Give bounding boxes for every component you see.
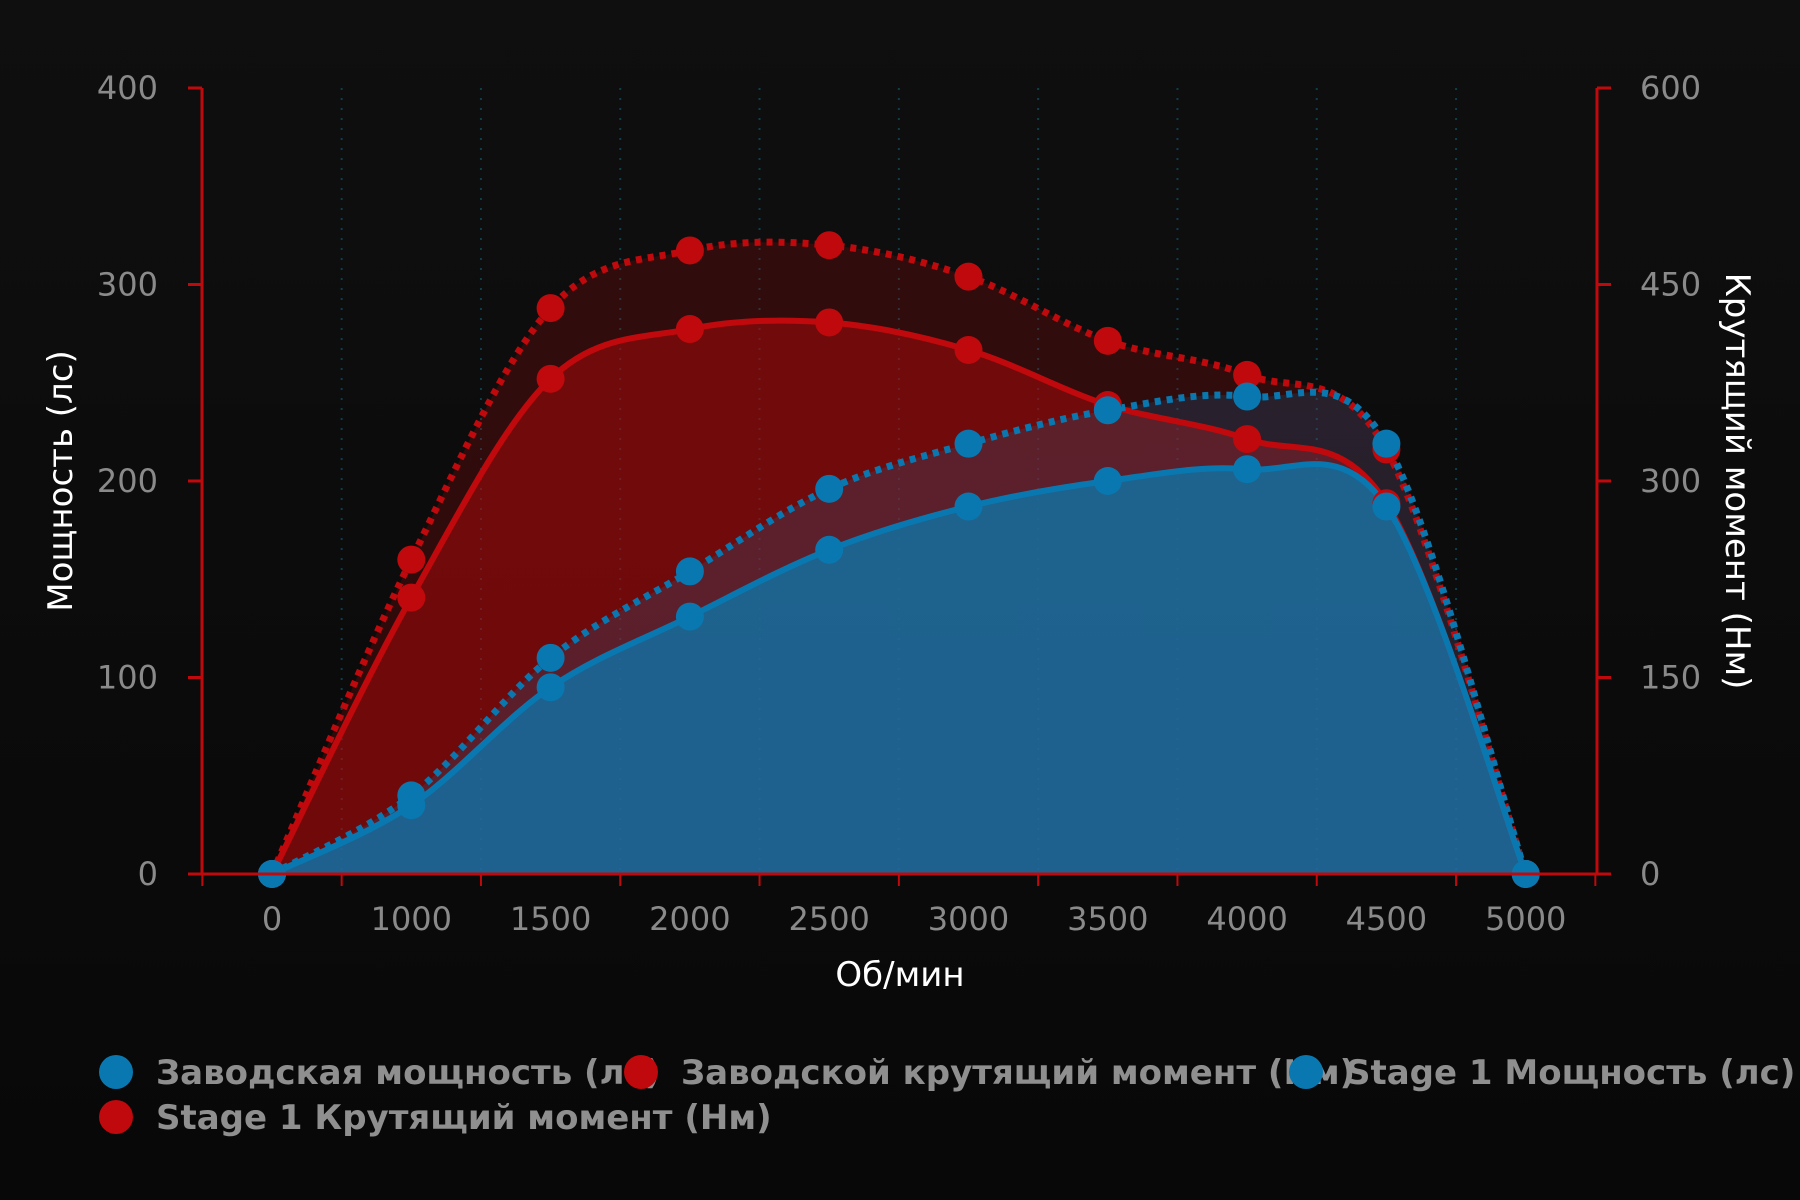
y-tick-label-right: 0 <box>1640 855 1660 893</box>
stock-power-point <box>397 791 426 820</box>
x-tick-label: 1500 <box>510 900 591 938</box>
stock-torque-point <box>675 315 704 344</box>
stage1-power-point <box>954 429 983 458</box>
y-tick-label-right: 300 <box>1640 462 1701 500</box>
stage1-torque-line <box>268 238 1530 876</box>
stock-torque-point <box>536 364 565 393</box>
stage1-power-point <box>675 557 704 586</box>
stock-torque-point <box>954 336 983 364</box>
y-tick-label-left: 0 <box>138 855 158 893</box>
stage1-torque-point <box>675 236 704 265</box>
stock-torque-line <box>269 317 1529 876</box>
stage1-power-point <box>815 474 844 503</box>
stock-power-point <box>954 492 983 521</box>
y-tick-label-right: 600 <box>1640 69 1701 107</box>
stock-torque-point <box>397 583 426 612</box>
stage1-torque-point <box>536 294 565 323</box>
y-tick-label-left: 400 <box>97 69 158 107</box>
stage1-torque-point <box>397 545 426 574</box>
stage1-power-point <box>1233 382 1262 411</box>
y-tick-label-right: 450 <box>1640 266 1701 304</box>
x-tick-label: 0 <box>262 900 282 938</box>
legend-marker <box>99 1100 133 1134</box>
x-tick-label: 3500 <box>1067 900 1148 938</box>
x-tick-label: 3000 <box>928 900 1009 938</box>
stock-power-point <box>536 673 565 702</box>
stage1-power-point <box>1372 429 1401 458</box>
tick-labels: 0 1000 1500 2000 2500 3000 3500 4000 4500 5000010… <box>97 69 1701 938</box>
x-tick-label: 1000 <box>371 900 452 938</box>
x-tick-label: 2000 <box>649 900 730 938</box>
x-tick-label: 4500 <box>1346 900 1427 938</box>
stock-torque-point <box>815 308 844 337</box>
x-tick-label: 5000 <box>1485 900 1566 938</box>
stock-power-point <box>1372 492 1401 521</box>
legend-label: Stage 1 Крутящий момент (Нм) <box>156 1098 772 1138</box>
legend-label: Stage 1 Мощность (лс) <box>1346 1053 1795 1093</box>
stage1-torque-point <box>954 262 983 291</box>
legend-label: Заводской крутящий момент (Нм) <box>681 1053 1355 1093</box>
stock-power-point <box>1233 455 1262 484</box>
stage1-power-point <box>1093 396 1122 425</box>
left-axis-title: Мощность (лс) <box>41 350 81 612</box>
stock-torque-point <box>1233 425 1262 454</box>
y-tick-label-right: 150 <box>1640 659 1701 697</box>
legend: Заводская мощность (лс) Заводской крутящи… <box>99 1053 1795 1138</box>
legend-label: Заводская мощность (лс) <box>156 1053 660 1093</box>
stock-power-point <box>815 535 844 564</box>
y-tick-label-left: 200 <box>97 462 158 500</box>
stock-power-point <box>1093 467 1122 495</box>
stage1-power-point <box>536 643 565 672</box>
right-axis-title: Крутящий момент (Нм) <box>1717 273 1757 690</box>
grid-lines <box>340 88 1458 874</box>
area-fills <box>272 242 1526 875</box>
x-tick-label: 2500 <box>788 900 869 938</box>
y-tick-label-left: 100 <box>97 659 158 697</box>
stock-power-point <box>675 602 704 631</box>
x-axis-title: Об/мин <box>835 955 964 995</box>
legend-marker <box>1289 1055 1323 1089</box>
stage1-torque-point <box>1093 326 1122 355</box>
legend-marker <box>624 1055 658 1089</box>
legend-marker <box>99 1055 133 1089</box>
stage1-torque-point <box>815 231 844 260</box>
stock-power-area <box>272 464 1526 874</box>
stage1-torque-point <box>1233 360 1262 389</box>
y-tick-label-left: 300 <box>97 266 158 304</box>
x-tick-label: 4000 <box>1206 900 1287 938</box>
